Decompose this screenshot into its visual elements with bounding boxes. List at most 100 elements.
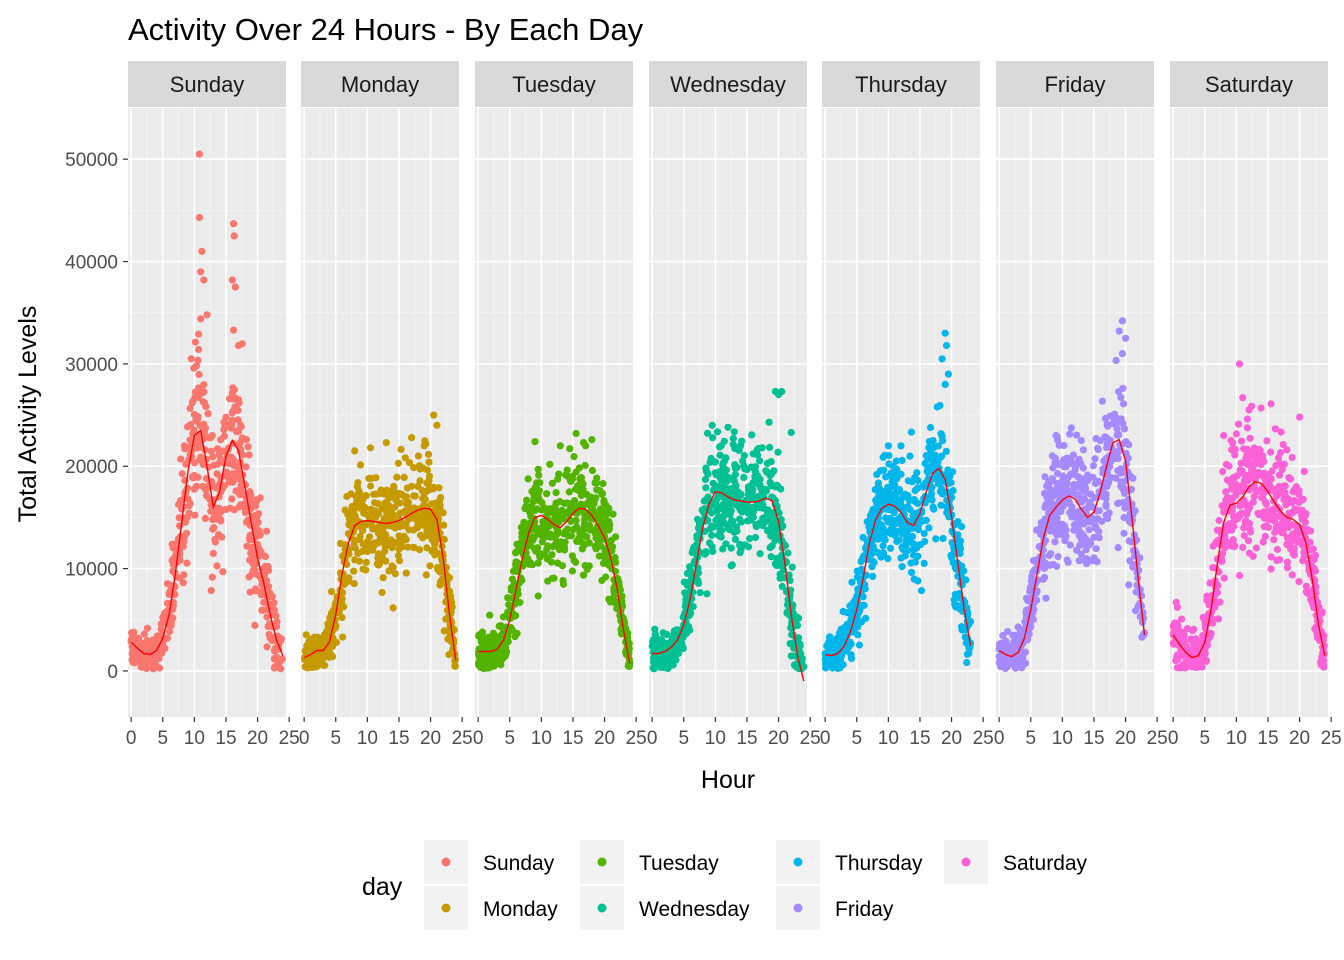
data-point [443, 577, 451, 585]
data-point [949, 551, 957, 559]
data-point [229, 470, 237, 478]
data-point [1041, 559, 1050, 567]
data-point [394, 498, 402, 506]
data-point [379, 574, 387, 582]
data-point [1094, 446, 1102, 454]
data-point [263, 613, 271, 621]
data-point [338, 613, 346, 622]
data-point [1135, 566, 1143, 574]
data-point [359, 496, 367, 504]
data-point [1229, 536, 1237, 544]
strip-label-friday: Friday [1044, 72, 1105, 97]
data-point [1209, 542, 1217, 550]
data-point [346, 513, 355, 521]
data-point [193, 444, 202, 452]
legend-label-wednesday: Wednesday [639, 898, 750, 921]
data-point [535, 487, 543, 495]
data-point [767, 532, 775, 540]
smooth-line-monday [303, 507, 457, 661]
data-point [579, 529, 587, 537]
data-point [208, 573, 216, 581]
data-point [1096, 437, 1104, 445]
strip-label-wednesday: Wednesday [670, 72, 786, 97]
data-point [716, 443, 724, 451]
data-point [729, 440, 737, 449]
data-point [423, 466, 431, 474]
data-point [870, 545, 878, 554]
data-point [599, 480, 607, 488]
data-point [270, 610, 278, 618]
data-point [388, 562, 396, 570]
data-point [410, 464, 418, 472]
data-point [1091, 455, 1099, 463]
legend-label-thursday: Thursday [835, 852, 923, 875]
data-point [657, 663, 665, 672]
data-point [228, 495, 236, 503]
data-point [277, 637, 285, 645]
data-point [689, 603, 697, 611]
data-point [1245, 406, 1253, 414]
data-point [185, 509, 193, 517]
data-point [722, 485, 730, 493]
x-tick-label: 0 [820, 728, 831, 749]
data-point [236, 439, 244, 447]
data-point [430, 411, 438, 419]
data-point [838, 633, 846, 641]
data-point [393, 539, 401, 547]
data-point [406, 514, 414, 522]
data-point [356, 461, 365, 469]
data-point [195, 384, 203, 392]
data-point [726, 510, 734, 519]
data-point [355, 536, 364, 544]
data-point [518, 529, 526, 537]
data-point [209, 453, 217, 461]
data-point [197, 453, 205, 461]
chart-title: Activity Over 24 Hours - By Each Day [128, 12, 644, 47]
data-point [952, 603, 960, 611]
data-point [207, 587, 215, 595]
data-point [254, 571, 262, 579]
data-point [1219, 468, 1227, 476]
data-point [698, 506, 706, 514]
data-point [1172, 657, 1180, 665]
data-point [1236, 511, 1244, 520]
data-point [241, 504, 249, 512]
data-point [207, 447, 215, 455]
data-point [897, 512, 906, 520]
data-point [920, 559, 928, 568]
data-point [940, 489, 948, 497]
data-point [576, 475, 584, 483]
data-point [413, 516, 421, 524]
data-point [934, 474, 942, 482]
data-point [593, 486, 601, 494]
data-point [925, 444, 933, 452]
data-point [271, 663, 279, 671]
data-point [229, 326, 238, 334]
data-point [1059, 472, 1067, 480]
data-point [254, 532, 262, 540]
data-point [1244, 537, 1253, 545]
panel-background-friday [996, 108, 1154, 717]
data-point [566, 516, 574, 524]
data-point [920, 529, 928, 538]
data-point [570, 453, 578, 461]
points-thursday [821, 329, 975, 673]
data-point [355, 487, 363, 495]
data-point [1279, 440, 1287, 449]
data-point [1119, 384, 1127, 392]
data-point [1090, 533, 1098, 541]
data-point [702, 484, 710, 492]
strip-thursday [822, 61, 980, 107]
data-point [351, 447, 359, 455]
data-point [548, 479, 557, 487]
data-point [1083, 489, 1091, 497]
data-point [221, 423, 229, 431]
data-point [271, 644, 280, 652]
data-point [356, 523, 365, 531]
data-point [191, 393, 199, 401]
data-point [426, 562, 434, 570]
data-point [925, 524, 933, 532]
data-point [582, 442, 590, 450]
data-point [363, 544, 371, 552]
legend-label-monday: Monday [483, 898, 558, 921]
